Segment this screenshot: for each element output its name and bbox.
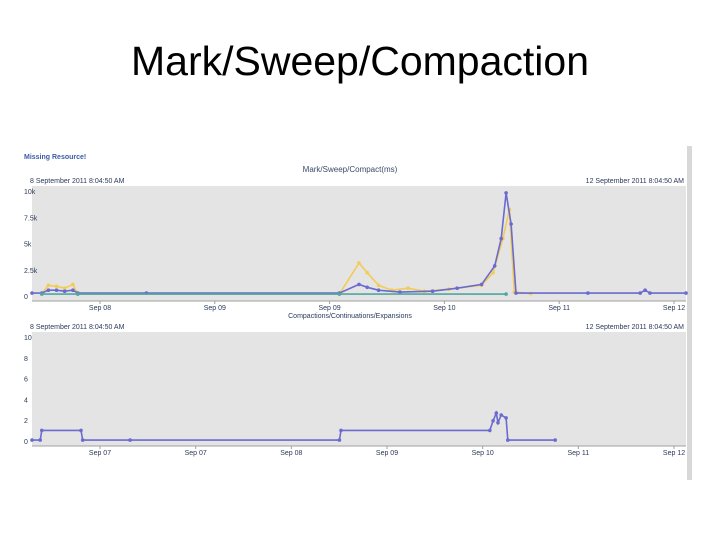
chart1-data-point: [455, 286, 459, 290]
chart1-series: [30, 191, 688, 296]
chart1-x-tick-label: Sep 09: [319, 305, 341, 312]
chart1-y-tick-label: 0: [24, 294, 28, 301]
chart-screenshot: Missing Resource! Mark/Sweep/Compact(ms)…: [22, 146, 694, 480]
chart1-data-point: [71, 288, 75, 292]
chart2-y-tick-label: 2: [24, 418, 28, 425]
chart1-x-tick-label: Sep 12: [663, 305, 685, 312]
chart2-y-tick-label: 8: [24, 356, 28, 363]
chart1-range-end: 12 September 2011 8:04:50 AM: [586, 178, 684, 185]
chart2-series: [30, 410, 557, 442]
chart2-data-point: [30, 438, 34, 442]
chart2-x-tick-label: Sep 12: [663, 450, 685, 457]
chart2-range-end: 12 September 2011 8:04:50 AM: [586, 324, 684, 331]
chart1-data-point: [376, 288, 381, 292]
chart1-y-tick-label: 2.5k: [24, 268, 38, 275]
chart1-data-point: [337, 292, 342, 296]
chart2-y-tick-label: 6: [24, 377, 28, 384]
chart2-y-tick-label: 4: [24, 397, 28, 404]
chart1-data-point: [643, 288, 647, 292]
chart2-x-tick-label: Sep 08: [280, 450, 302, 457]
chart2-data-point: [79, 428, 83, 433]
chart1-data-point: [504, 292, 508, 296]
chart2-data-point: [80, 438, 85, 442]
chart1-data-point: [46, 283, 51, 288]
chart2-x-tick-label: Sep 10: [472, 450, 494, 457]
chart1-data-point: [398, 290, 402, 294]
chart1-data-point: [492, 264, 497, 268]
chart1-data-point: [376, 283, 381, 288]
chart1-data-point: [62, 286, 67, 290]
chart2-x-axis: Sep 07 Sep 07 Sep 08 Sep 09 Sep 10 Sep 11 Sep …: [32, 445, 686, 457]
chart2-series-line: [32, 410, 556, 441]
chart1-plot-area: [32, 186, 686, 301]
chart1-y-tick-label: 10k: [24, 189, 36, 196]
chart2-y-tick-label: 10: [24, 335, 32, 342]
chart1-data-point: [684, 291, 688, 295]
chart1-data-point: [504, 191, 508, 195]
chart2-data-point: [494, 411, 499, 415]
chart1-data-point: [648, 291, 652, 295]
chart2-data-point: [504, 416, 508, 420]
chart1-data-point: [54, 288, 59, 292]
chart1-x-tick-label: Sep 11: [548, 305, 570, 312]
chart2-range-start: 8 September 2011 8:04:50 AM: [30, 324, 125, 331]
chart2-y-axis: 0 2 4 6 8 10: [24, 335, 32, 446]
chart1-y-tick-label: 5k: [24, 242, 32, 249]
chart2-data-point: [491, 419, 495, 423]
chart2-data-point: [506, 438, 510, 442]
chart1-data-point: [514, 291, 518, 295]
chart1-data-point: [40, 292, 44, 296]
chart1-data-point: [491, 270, 495, 275]
chart1-data-point: [357, 282, 361, 287]
chart1-range-start: 8 September 2011 8:04:50 AM: [30, 178, 125, 185]
chart2-x-tick-label: Sep 09: [376, 450, 398, 457]
chart2-x-tick-label: Sep 11: [567, 450, 589, 457]
chart2-data-point: [337, 438, 342, 442]
chart1-y-axis: 0 2.5k 5k 7.5k 10k: [24, 189, 38, 301]
chart1-x-tick-label: Sep 08: [89, 305, 111, 312]
chart1-data-point: [479, 282, 484, 287]
chart2-x-tick-label: Sep 07: [185, 450, 207, 457]
chart2-data-point: [40, 428, 44, 433]
chart1-data-point: [76, 292, 80, 296]
chart1-data-point: [357, 261, 361, 265]
chart1-data-point: [46, 288, 51, 292]
chart1-data-point: [71, 282, 75, 287]
chart1-data-point: [499, 236, 504, 241]
chart1-data-point: [30, 291, 34, 295]
chart2-data-point: [553, 438, 557, 442]
chart1-x-tick-label: Sep 10: [433, 305, 455, 312]
chart1-x-axis: Sep 08 Sep 09 Sep 09 Sep 10 Sep 11 Sep 12: [32, 300, 686, 312]
chart1-data-point: [430, 289, 435, 293]
chart1-data-point: [62, 289, 67, 293]
chart2-y-tick-label: 0: [24, 439, 28, 446]
chart1-y-tick-label: 7.5k: [24, 215, 38, 222]
chart2-data-point: [496, 420, 500, 425]
chart1-data-point: [638, 291, 642, 295]
chart1-data-point: [365, 270, 370, 275]
chart2-data-point: [488, 428, 492, 433]
chart2-x-tick-label: Sep 07: [89, 450, 111, 457]
chart1-title: Mark/Sweep/Compact(ms): [303, 165, 398, 174]
chart2-data-point: [499, 413, 504, 417]
chart2-data-point: [38, 438, 42, 442]
chart1-data-point: [365, 285, 370, 290]
scrollbar[interactable]: [687, 146, 692, 480]
chart1-data-point: [54, 284, 59, 289]
brand-label: Missing Resource!: [24, 154, 86, 161]
chart1-x-tick-label: Sep 09: [204, 305, 226, 312]
chart1-data-point: [586, 291, 590, 295]
chart2-plot-area: [32, 332, 686, 446]
chart2-data-point: [339, 428, 343, 433]
chart2-data-point: [128, 438, 132, 442]
chart1-data-point: [509, 222, 513, 226]
chart2-title: Compactions/Continuations/Expansions: [288, 313, 412, 320]
slide-title: Mark/Sweep/Compaction: [130, 38, 590, 84]
chart1-data-point: [406, 286, 410, 290]
